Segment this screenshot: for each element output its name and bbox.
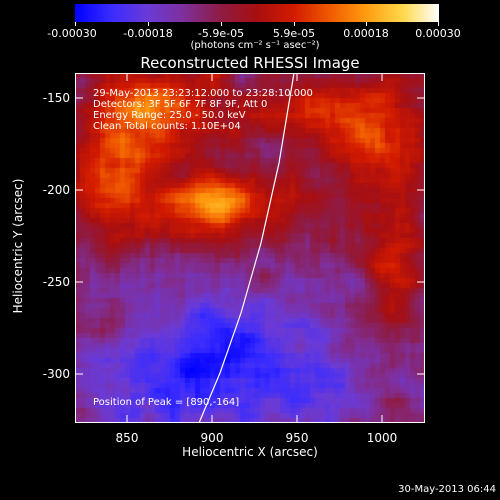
info-clean-counts: Clean Total counts: 1.10E+04 bbox=[93, 121, 241, 132]
info-time-range: 29-May-2013 23:23:12.000 to 23:28:10.000 bbox=[93, 88, 313, 99]
timestamp: 30-May-2013 06:44 bbox=[398, 484, 496, 495]
x-tick-label: 950 bbox=[285, 431, 309, 445]
y-axis-label: Heliocentric Y (arcsec) bbox=[11, 178, 25, 314]
plot-border bbox=[75, 73, 425, 423]
peak-position-label: Position of Peak = [890,-164] bbox=[93, 397, 240, 408]
rhessi-image bbox=[75, 73, 425, 423]
y-tick-label: -150 bbox=[42, 91, 70, 105]
colorbar-units: (photons cm⁻² s⁻¹ asec⁻²) bbox=[190, 40, 320, 51]
colorbar-tick-label: 0.00018 bbox=[343, 27, 389, 40]
y-tick-label: -250 bbox=[42, 275, 70, 289]
colorbar bbox=[75, 4, 439, 22]
info-detectors: Detectors: 3F 5F 6F 7F 8F 9F, Att 0 bbox=[93, 99, 268, 110]
info-energy-range: Energy Range: 25.0 - 50.0 keV bbox=[93, 110, 246, 121]
colorbar-tick-label: 0.00030 bbox=[415, 27, 461, 40]
solar-limb-line bbox=[198, 73, 295, 423]
colorbar-tick-label: -0.00018 bbox=[123, 27, 173, 40]
rhessi-image-plot bbox=[75, 73, 425, 423]
y-tick-label: -200 bbox=[42, 183, 70, 197]
colorbar-ticks bbox=[75, 22, 439, 26]
colorbar-tick-label: -0.00030 bbox=[47, 27, 97, 40]
colorbar-tick-label: 5.9e-05 bbox=[272, 27, 316, 40]
x-tick-label: 1000 bbox=[366, 431, 398, 445]
x-tick-label: 900 bbox=[200, 431, 224, 445]
x-axis-label: Heliocentric X (arcsec) bbox=[182, 445, 318, 459]
axis-ticks bbox=[75, 73, 425, 423]
y-tick-label: -300 bbox=[42, 367, 70, 381]
colorbar-tick-label: -5.9e-05 bbox=[197, 27, 245, 40]
x-tick-label: 850 bbox=[115, 431, 139, 445]
plot-title: Reconstructed RHESSI Image bbox=[140, 54, 360, 72]
plot-overlay bbox=[75, 73, 425, 423]
